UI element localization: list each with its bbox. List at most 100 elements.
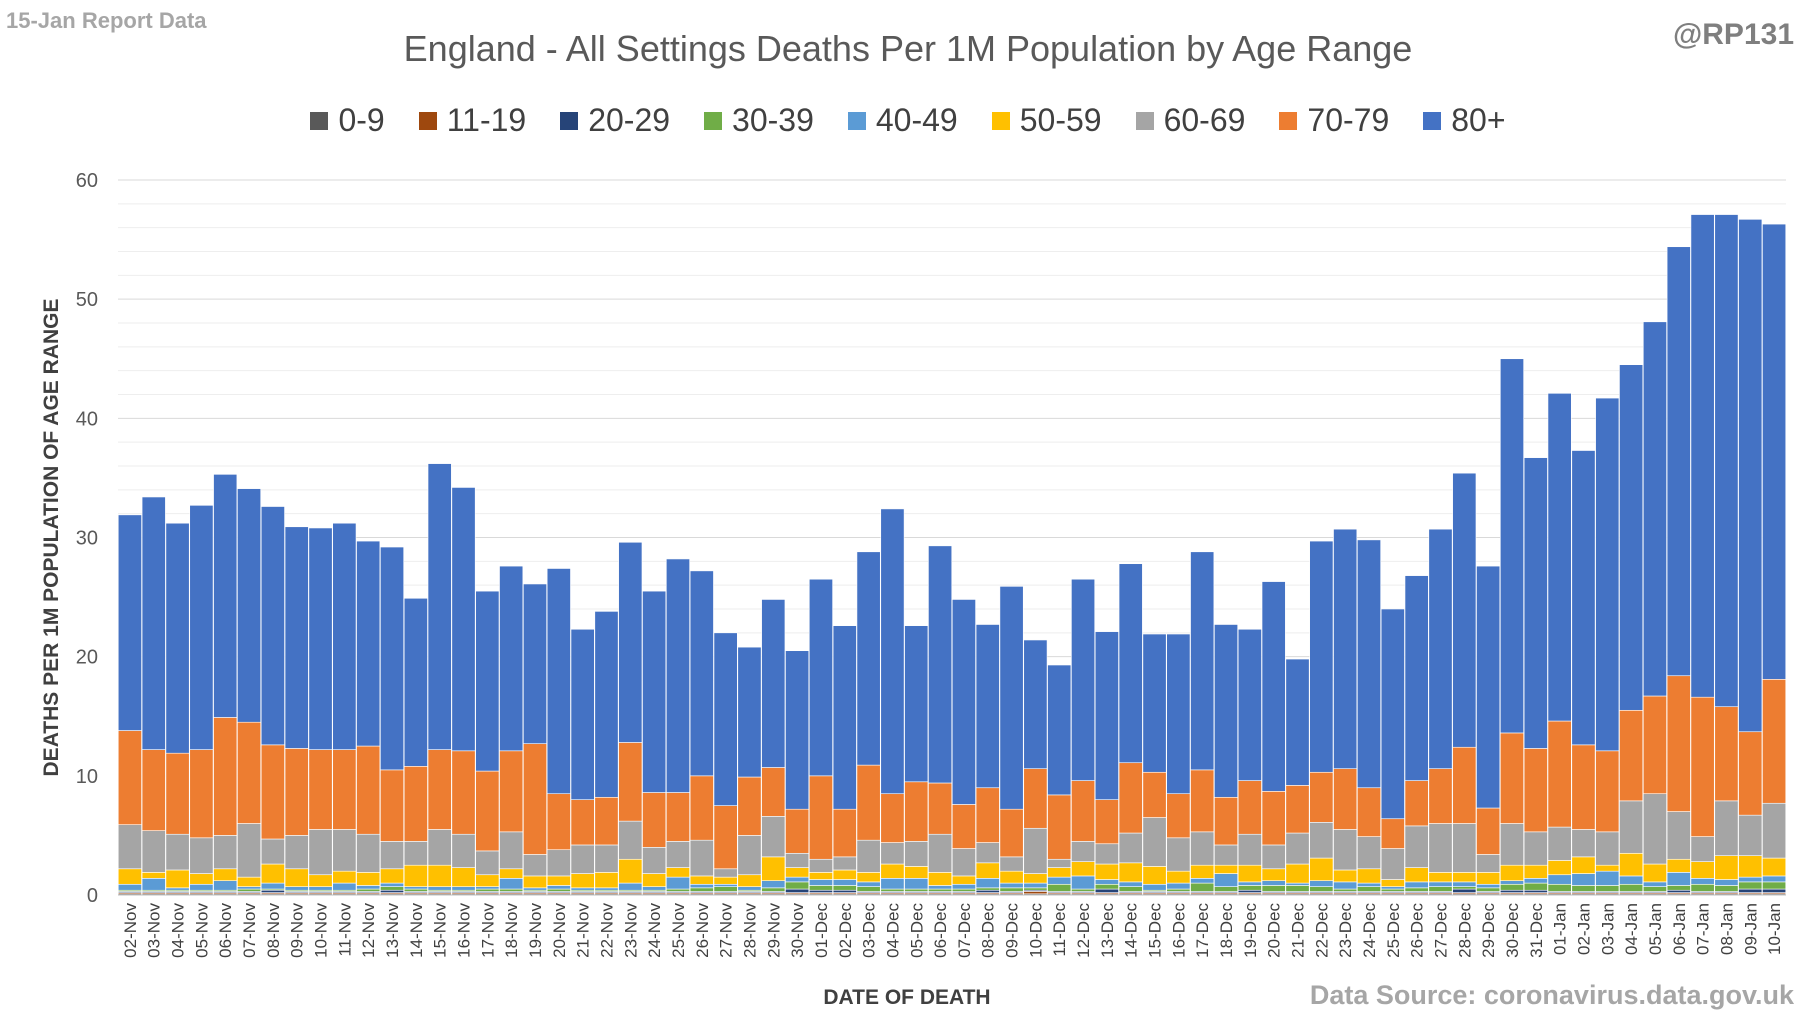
x-tick-label: 07-Nov: [240, 903, 259, 958]
bar-segment: [594, 796, 619, 846]
bar-segment: [308, 527, 333, 750]
bar-segment: [1166, 633, 1191, 795]
bar-segment: [1142, 817, 1167, 867]
bar-segment: [141, 878, 166, 891]
bar-segment: [1214, 844, 1238, 866]
bar-segment: [951, 888, 976, 892]
bar-segment: [1762, 223, 1787, 680]
bar-segment: [1690, 836, 1715, 862]
bar-segment: [1571, 885, 1596, 892]
bar-segment: [785, 881, 810, 890]
bar-segment: [1714, 706, 1739, 802]
bar-segment: [499, 565, 524, 752]
bar-segment: [1523, 831, 1548, 866]
bar-segment: [761, 880, 786, 889]
bar-segment: [999, 870, 1024, 884]
bar-segment: [451, 886, 476, 891]
chart-legend: 0-9 11-19 20-29 30-39 40-49 50-59 60-69 70-79 80…: [0, 102, 1816, 139]
bar-segment: [1595, 870, 1620, 886]
bar-segment: [1023, 768, 1048, 829]
legend-label: 50-59: [1019, 102, 1102, 138]
bar-segment: [1380, 608, 1405, 820]
bar-segment: [1762, 875, 1787, 883]
bar-segment: [356, 885, 381, 890]
legend-swatch: [310, 111, 329, 130]
bar-segment: [642, 847, 667, 874]
bar-segment: [642, 792, 667, 848]
bar-segment: [1500, 358, 1524, 734]
bar-segment: [451, 487, 476, 752]
bar-segment: [1523, 748, 1548, 833]
bar-segment: [904, 878, 929, 890]
legend-label: 0-9: [338, 102, 385, 138]
bar-segment: [1142, 866, 1167, 885]
bar-segment: [380, 868, 404, 884]
bar-segment: [308, 749, 333, 830]
bar-segment: [785, 888, 810, 893]
bar-segment: [904, 625, 929, 783]
bar-segment: [1047, 883, 1072, 892]
x-tick-label: 27-Dec: [1431, 903, 1450, 958]
bar-segment: [1642, 321, 1667, 697]
bar-segment: [1738, 855, 1763, 878]
bar-segment: [594, 611, 619, 798]
bar-segment: [499, 831, 524, 870]
bar-segment: [1404, 887, 1429, 892]
bar-segment: [1166, 793, 1191, 839]
bar-segment: [713, 883, 738, 887]
legend-swatch: [991, 111, 1010, 130]
legend-label: 30-39: [732, 102, 814, 138]
bar-segment: [1309, 540, 1334, 773]
bar-segment: [1595, 864, 1620, 872]
bar-segment: [880, 508, 905, 795]
bar-segment: [1738, 219, 1763, 733]
bar-segment: [1642, 695, 1667, 795]
bar-segment: [689, 775, 714, 841]
bar-segment: [1666, 246, 1691, 677]
bar-segment: [594, 844, 619, 873]
bar-segment: [1094, 888, 1119, 893]
bar-segment: [213, 717, 238, 836]
bar-segment: [999, 882, 1024, 889]
bar-segment: [785, 852, 810, 868]
bar-segment: [117, 824, 142, 870]
author-handle: @RP131: [1673, 18, 1794, 51]
bar-segment: [1619, 875, 1644, 885]
bar-segment: [1237, 628, 1262, 781]
x-tick-label: 07-Jan: [1694, 903, 1713, 955]
bar-segment: [1690, 883, 1715, 892]
bar-segment: [666, 867, 690, 878]
legend-item: 11-19: [418, 102, 526, 139]
bar-segment: [380, 886, 404, 891]
bar-segment: [1333, 881, 1358, 890]
bar-segment: [1357, 868, 1381, 884]
bar-segment: [642, 590, 667, 793]
bar-segment: [1452, 472, 1477, 748]
bar-segment: [1023, 882, 1048, 889]
bar-segment: [1547, 883, 1572, 892]
bar-segment: [737, 776, 762, 836]
bar-segment: [1261, 791, 1286, 846]
legend-item: 70-79: [1279, 102, 1389, 139]
bar-segment: [1333, 869, 1358, 883]
bar-segment: [403, 597, 428, 767]
legend-swatch: [418, 111, 437, 130]
x-tick-label: 18-Dec: [1217, 903, 1236, 958]
bar-segment: [117, 514, 142, 731]
bar-segment: [618, 882, 643, 891]
x-tick-label: 10-Jan: [1765, 903, 1784, 955]
legend-swatch: [560, 111, 579, 130]
bar-segment: [570, 873, 595, 889]
bar-segment: [951, 883, 976, 890]
x-tick-label: 21-Nov: [574, 903, 593, 958]
bar-segment: [1714, 885, 1739, 892]
bar-segment: [1452, 886, 1477, 890]
bar-segment: [237, 888, 262, 892]
bar-segment: [1595, 885, 1620, 892]
x-tick-label: 09-Nov: [288, 903, 307, 958]
bar-segment: [1118, 762, 1143, 834]
x-tick-label: 19-Nov: [526, 903, 545, 958]
legend-item: 0-9: [310, 102, 385, 139]
bar-segment: [332, 522, 357, 750]
bar-segment: [403, 864, 428, 887]
